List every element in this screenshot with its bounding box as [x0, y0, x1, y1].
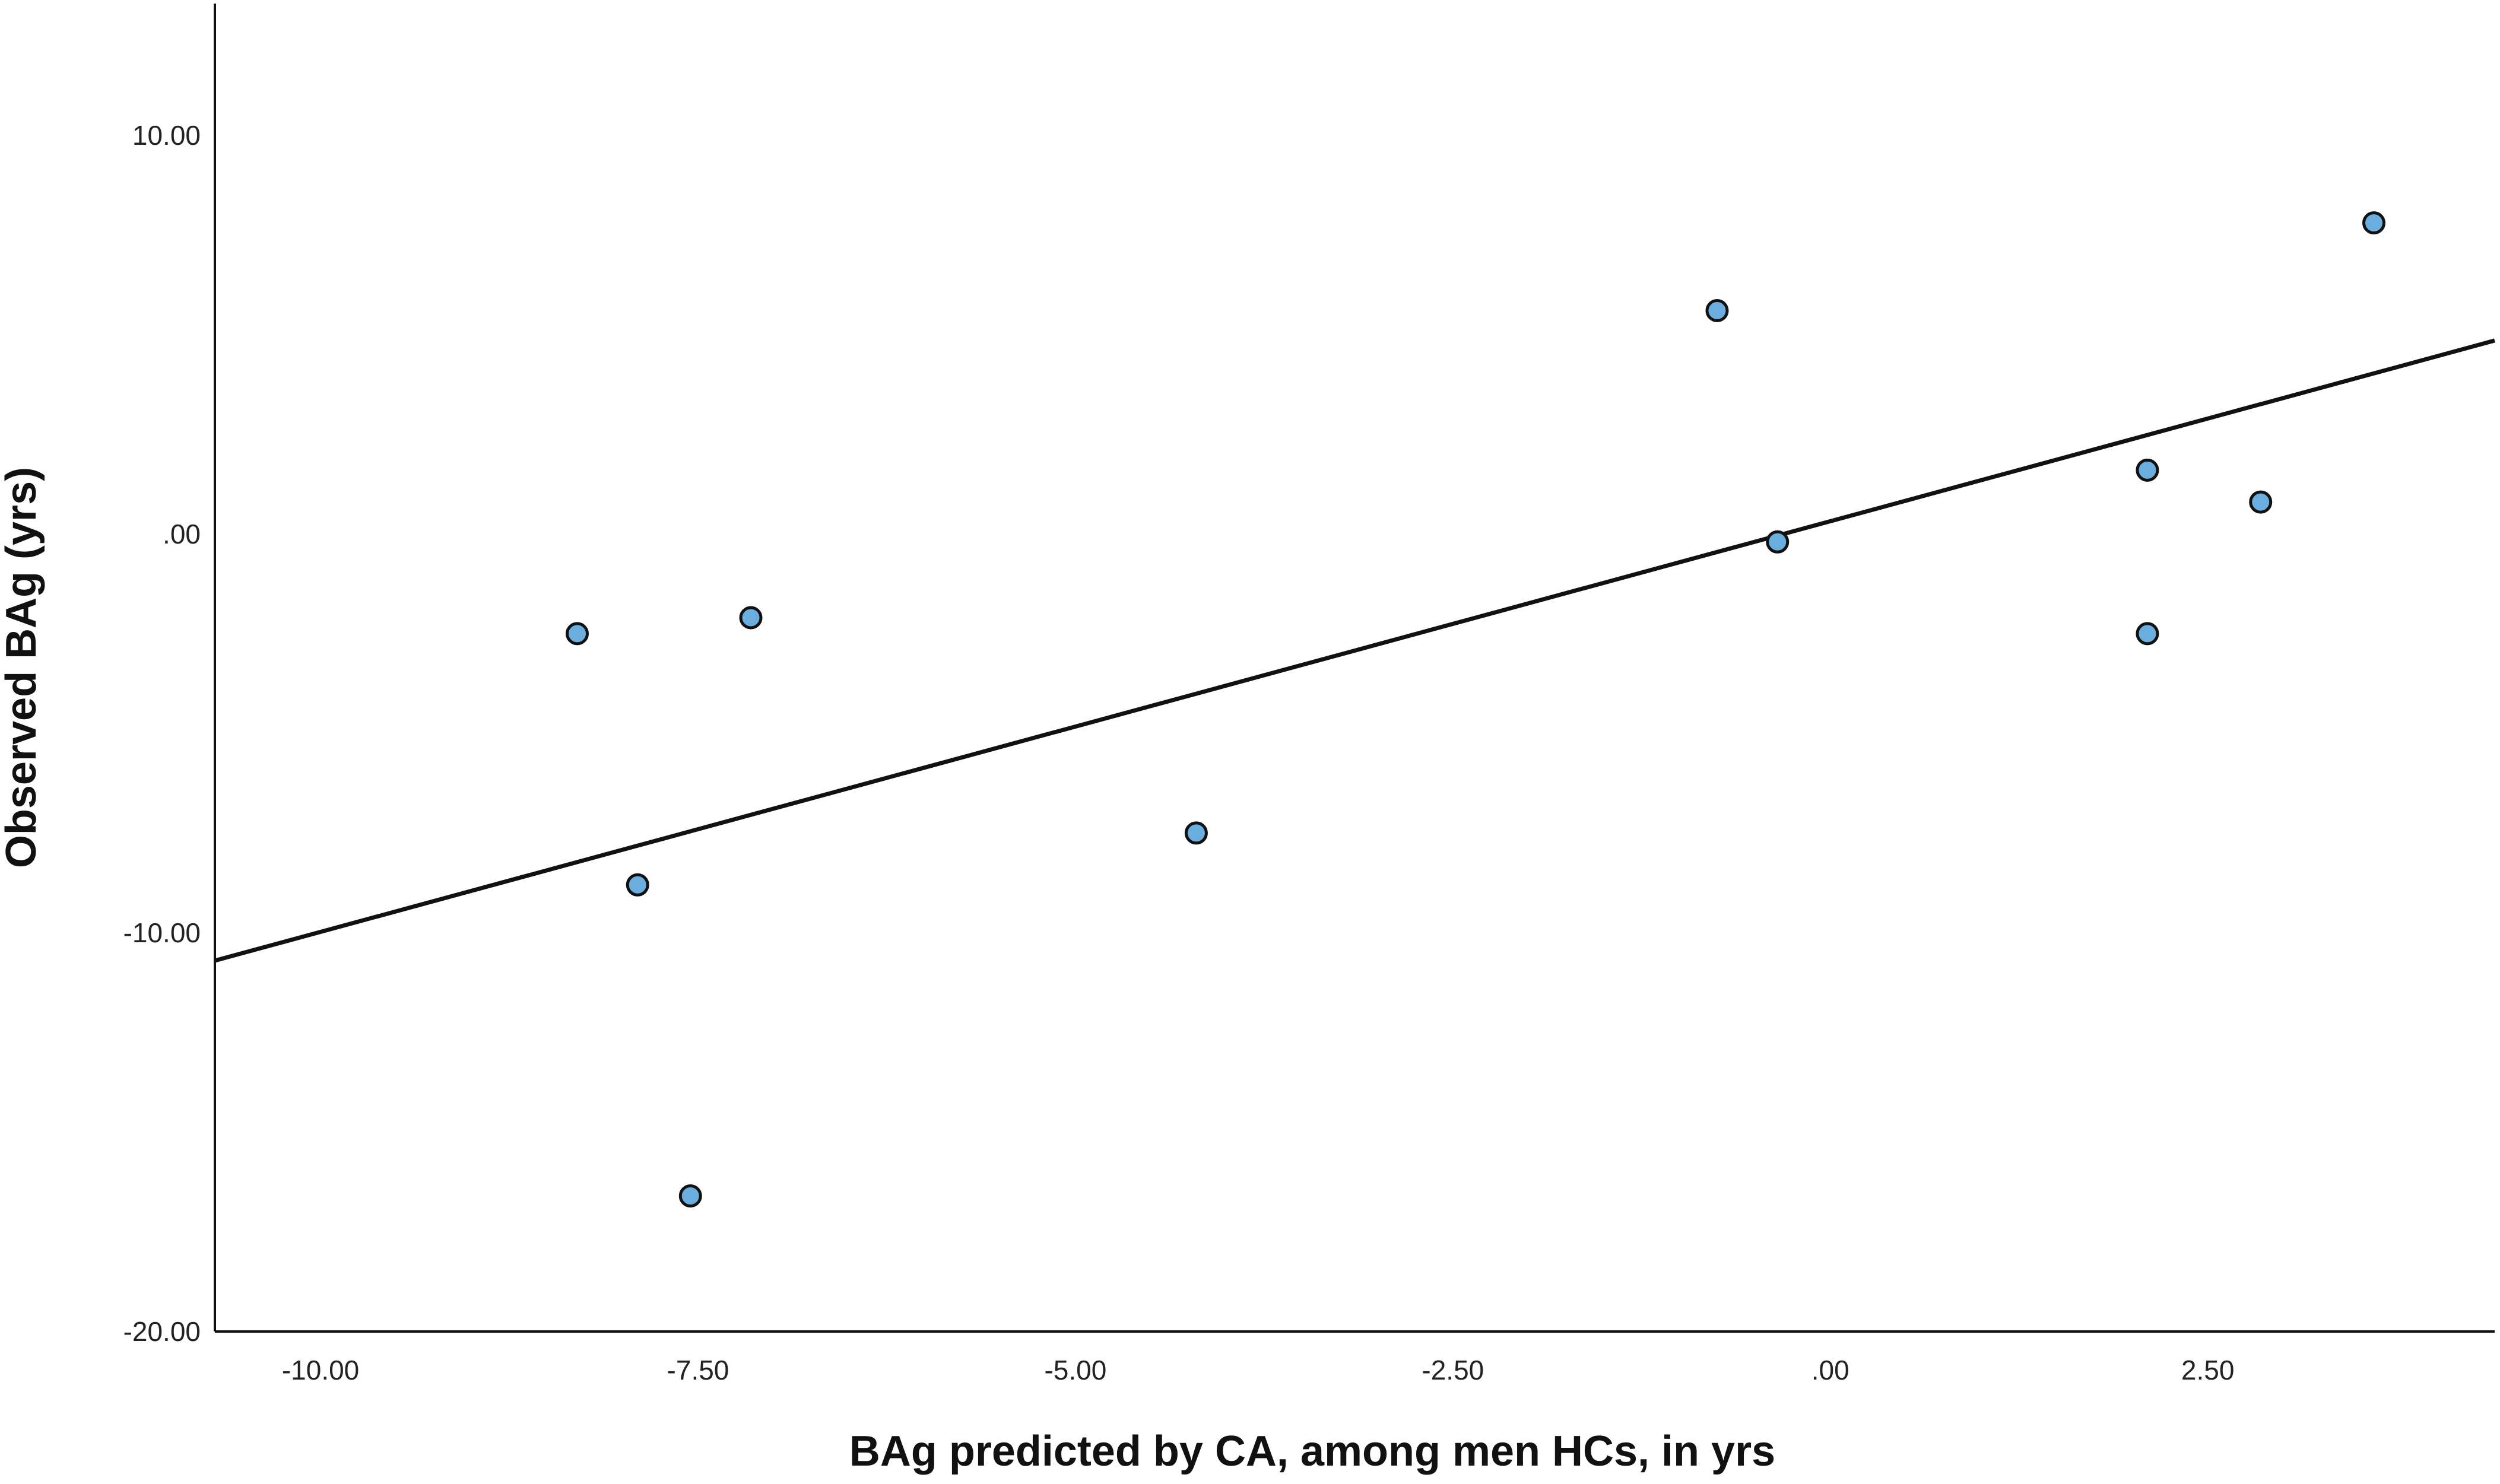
fit-line — [214, 338, 2495, 963]
data-point — [1705, 298, 1729, 322]
data-point — [1184, 821, 1208, 845]
data-point — [2249, 490, 2273, 514]
data-point — [1766, 530, 1790, 554]
x-tick-label: 2.50 — [2181, 1355, 2235, 1386]
x-axis-ticks: -10.00 -7.50 -5.00 -2.50 .00 2.50 — [282, 1355, 2235, 1386]
x-tick-label: -5.00 — [1044, 1355, 1106, 1386]
y-axis-title: Observed BAg (yrs) — [0, 467, 45, 868]
data-point — [2136, 458, 2159, 482]
x-tick-label: -7.50 — [667, 1355, 729, 1386]
y-tick-label: 10.00 — [132, 120, 201, 151]
y-tick-label: -10.00 — [123, 917, 201, 948]
x-tick-label: -10.00 — [282, 1355, 359, 1386]
data-point — [565, 622, 589, 646]
data-point — [739, 606, 763, 630]
plot-frame — [214, 4, 2495, 1333]
data-point — [2136, 622, 2159, 646]
data-points — [565, 211, 2386, 1207]
data-point — [678, 1184, 702, 1207]
data-point — [2362, 211, 2386, 235]
x-axis-title: BAg predicted by CA, among men HCs, in y… — [849, 1428, 1775, 1475]
data-point — [626, 873, 649, 897]
y-tick-label: -20.00 — [123, 1316, 201, 1347]
x-tick-label: -2.50 — [1422, 1355, 1484, 1386]
y-axis-ticks: 10.00 .00 -10.00 -20.00 — [123, 120, 201, 1347]
x-tick-label: .00 — [1811, 1355, 1849, 1386]
y-tick-label: .00 — [163, 519, 201, 549]
fit-line-group — [214, 338, 2495, 963]
